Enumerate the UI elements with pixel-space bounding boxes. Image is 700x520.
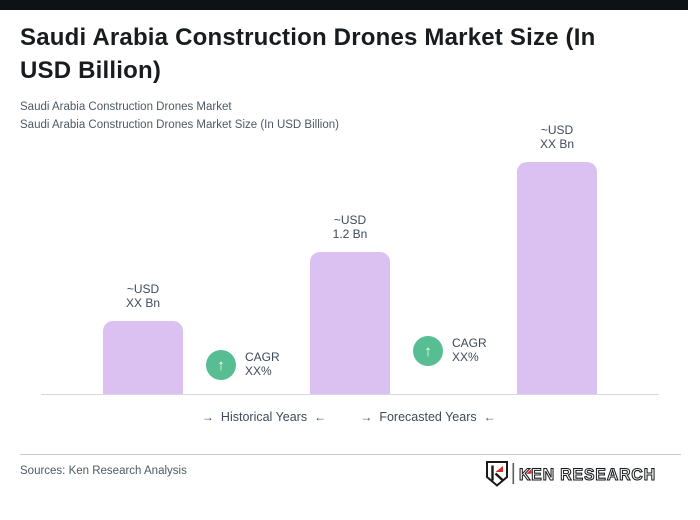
bar-value-line-1: ~USD xyxy=(333,213,367,227)
sources-note: Sources: Ken Research Analysis xyxy=(20,465,187,477)
cagr-label-line-2: XX% xyxy=(452,350,479,364)
cagr-label: CAGR XX% xyxy=(452,336,487,364)
arrow-right-icon: → xyxy=(201,410,214,424)
cagr-circle: ↑ xyxy=(206,350,236,380)
axis-group-historical: → Historical Years ← xyxy=(174,410,354,424)
cagr-label: CAGR XX% xyxy=(245,350,280,378)
bar-value-line-2: 1.2 Bn xyxy=(332,227,368,241)
cagr-label-line-2: XX% xyxy=(245,364,272,378)
arrow-up-icon: ↑ xyxy=(424,342,432,360)
arrow-up-icon: ↑ xyxy=(217,356,225,374)
bar-value-line-2: XX Bn xyxy=(125,296,161,310)
x-axis-baseline xyxy=(41,394,659,395)
footer-divider xyxy=(20,454,681,455)
axis-group-forecasted: → Forecasted Years ← xyxy=(338,410,518,424)
bar-value-line-2: XX Bn xyxy=(539,137,575,151)
subtitle-line-2: Saudi Arabia Construction Drones Market … xyxy=(20,119,339,131)
ken-research-logo: KEN RESEARCH xyxy=(486,461,656,487)
logo-wordmark: KEN RESEARCH xyxy=(519,465,656,484)
bar-value-line-1: ~USD xyxy=(126,282,160,296)
subtitle-line-1: Saudi Arabia Construction Drones Market xyxy=(20,101,232,113)
bar-historical xyxy=(103,321,183,394)
arrow-left-icon: ← xyxy=(483,410,496,424)
page-subtitle: Saudi Arabia Construction Drones Market … xyxy=(20,98,339,134)
ken-research-shield-icon xyxy=(486,461,508,487)
page-title-line-2: USD Billion) xyxy=(20,57,162,84)
page-title-line-1: Saudi Arabia Construction Drones Market … xyxy=(20,24,596,51)
axis-group-label: Forecasted Years xyxy=(379,410,477,424)
bar-value-label: ~USD XX Bn xyxy=(517,123,597,151)
bar-value-label: ~USD XX Bn xyxy=(103,282,183,310)
bar-value-label: ~USD 1.2 Bn xyxy=(310,213,390,241)
arrow-left-icon: ← xyxy=(314,410,327,424)
logo-separator xyxy=(512,463,515,484)
cagr-circle: ↑ xyxy=(413,336,443,366)
bar-middle xyxy=(310,252,390,394)
axis-group-label: Historical Years xyxy=(220,410,308,424)
cagr-label-line-1: CAGR xyxy=(452,336,487,350)
bar-forecasted xyxy=(517,162,597,394)
arrow-right-icon: → xyxy=(360,410,373,424)
top-accent-bar xyxy=(0,0,688,10)
page-title: Saudi Arabia Construction Drones Market … xyxy=(20,21,595,87)
bar-value-line-1: ~USD xyxy=(540,123,574,137)
cagr-label-line-1: CAGR xyxy=(245,350,280,364)
